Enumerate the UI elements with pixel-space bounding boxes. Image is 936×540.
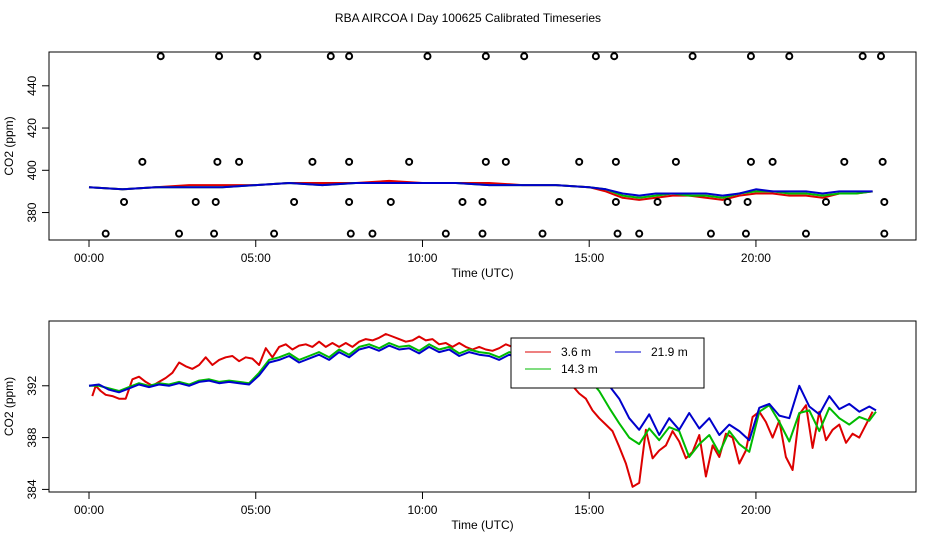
legend (510, 337, 705, 389)
y-tick-label: 420 (25, 118, 39, 138)
scatter-point (368, 229, 377, 238)
x-tick-label: 00:00 (74, 503, 104, 517)
scatter-point (768, 157, 777, 166)
scatter-point (688, 52, 697, 61)
scatter-point (613, 229, 622, 238)
scatter-point (386, 197, 395, 206)
scatter-point (138, 157, 147, 166)
scatter-point (880, 197, 889, 206)
scatter-point (741, 229, 750, 238)
scatter-point (211, 197, 220, 206)
y-tick-label: 400 (25, 160, 39, 180)
scatter-point (101, 229, 110, 238)
legend-label: 3.6 m (561, 345, 591, 359)
scatter-point (858, 52, 867, 61)
x-axis-label: Time (UTC) (451, 518, 513, 532)
scatter-point (501, 157, 510, 166)
scatter-point (555, 197, 564, 206)
scatter-point (575, 157, 584, 166)
bottom-panel: 00:00 05:00 10:00 15:00 20:00 Time (UTC) 384 38… (2, 320, 917, 532)
scatter-point (175, 229, 184, 238)
y-tick-label: 384 (25, 479, 39, 499)
scatter-point (876, 52, 885, 61)
series-line-3 (88, 182, 873, 197)
scatter-point (478, 197, 487, 206)
figure-title: RBA AIRCOA I Day 100625 Calibrated Times… (335, 11, 601, 25)
scatter-point (821, 197, 830, 206)
scatter-point (441, 229, 450, 238)
scatter-point (743, 197, 752, 206)
y-tick-label: 392 (25, 375, 39, 395)
x-tick-label: 10:00 (407, 503, 437, 517)
top-panel: 00:00 05:00 10:00 15:00 20:00 Time (UTC) 380 40… (2, 51, 917, 280)
scatter-point (290, 197, 299, 206)
scatter-point (345, 197, 354, 206)
x-axis-label: Time (UTC) (451, 266, 513, 280)
scatter-point (611, 157, 620, 166)
scatter-point (210, 229, 219, 238)
scatter-point (346, 229, 355, 238)
scatter-point (706, 229, 715, 238)
scatter-point (801, 229, 810, 238)
scatter-point (591, 52, 600, 61)
scatter-point (671, 157, 680, 166)
scatter-point (345, 157, 354, 166)
scatter-point (478, 229, 487, 238)
scatter-point (215, 52, 224, 61)
x-tick-label: 15:00 (574, 503, 604, 517)
plot-frame (48, 51, 917, 241)
x-tick-label: 10:00 (407, 251, 437, 265)
legend-label: 21.9 m (651, 345, 688, 359)
scatter-point (191, 197, 200, 206)
y-tick-label: 388 (25, 427, 39, 447)
plot-frame (48, 320, 917, 493)
scatter-point (156, 52, 165, 61)
scatter-point (746, 157, 755, 166)
x-tick-label: 05:00 (241, 503, 271, 517)
scatter-point (878, 157, 887, 166)
scatter-point (538, 229, 547, 238)
scatter-point (405, 157, 414, 166)
scatter-point (611, 197, 620, 206)
scatter-point (345, 52, 354, 61)
scatter-point (746, 52, 755, 61)
x-tick-label: 20:00 (741, 251, 771, 265)
scatter-point (880, 229, 889, 238)
scatter-point (326, 52, 335, 61)
y-axis-label: CO2 (ppm) (2, 377, 16, 436)
scatter-point (520, 52, 529, 61)
scatter-point (481, 157, 490, 166)
scatter-point (610, 52, 619, 61)
scatter-point (235, 157, 244, 166)
legend-label: 14.3 m (561, 362, 598, 376)
scatter-point (213, 157, 222, 166)
scatter-point (253, 52, 262, 61)
x-tick-label: 15:00 (574, 251, 604, 265)
x-tick-label: 20:00 (741, 503, 771, 517)
scatter-point (308, 157, 317, 166)
scatter-point (723, 197, 732, 206)
y-tick-label: 380 (25, 202, 39, 222)
x-tick-label: 00:00 (74, 251, 104, 265)
x-tick-label: 05:00 (241, 251, 271, 265)
scatter-point (653, 197, 662, 206)
scatter-point (481, 52, 490, 61)
y-tick-label: 440 (25, 75, 39, 95)
scatter-point (423, 52, 432, 61)
series-line-3 (88, 344, 877, 442)
scatter-point (458, 197, 467, 206)
scatter-point (635, 229, 644, 238)
scatter-point (270, 229, 279, 238)
scatter-point (840, 157, 849, 166)
scatter-point (785, 52, 794, 61)
series-line-1 (91, 333, 874, 488)
scatter-point (120, 197, 129, 206)
y-axis-label: CO2 (ppm) (2, 116, 16, 175)
series-line-2 (89, 342, 877, 458)
